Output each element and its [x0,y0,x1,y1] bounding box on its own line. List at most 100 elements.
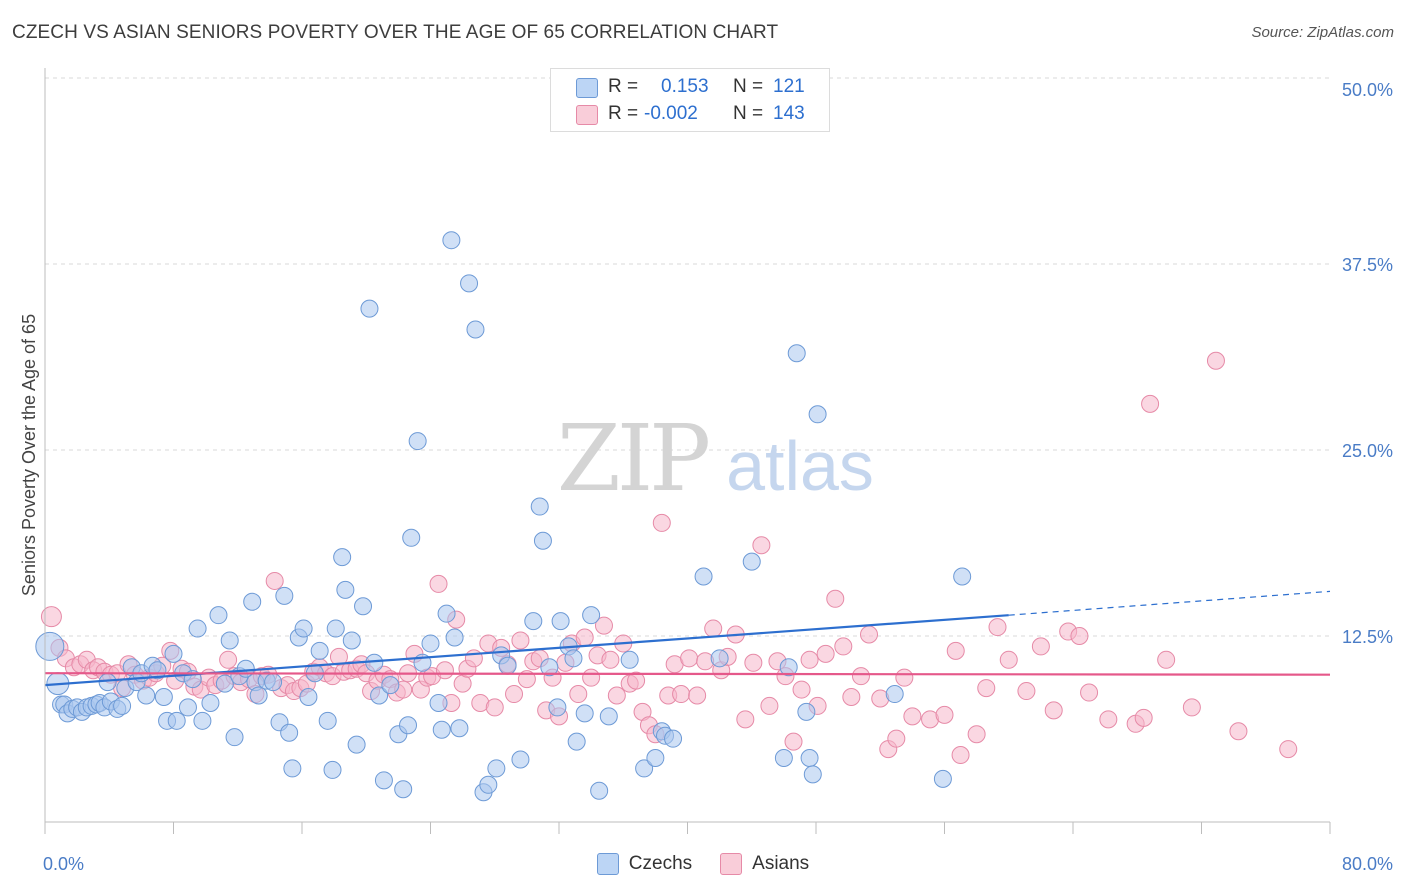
y-tick-label: 12.5% [1342,627,1393,647]
asians-point [219,650,238,669]
source-label: Source: ZipAtlas.com [1251,24,1394,41]
czechs-point [35,631,65,661]
czechs-point [885,685,904,704]
legend-item-czechs: Czechs [596,853,692,875]
asians-point [1141,394,1160,413]
asians-point [485,698,504,717]
czechs-swatch [576,78,598,98]
czechs-point [283,759,302,778]
asians-point [800,650,819,669]
watermark: ZIP atlas [557,405,874,512]
czechs-point [243,592,262,611]
czechs-point [432,720,451,739]
asians-point [851,667,870,686]
asians-point [752,536,771,555]
asians-point [760,696,779,715]
czechs-point [360,299,379,318]
y-axis-label: Seniors Poverty Over the Age of 65 [19,314,39,596]
asians-point [435,661,454,680]
asians-point [816,644,835,663]
legend-item-asians: Asians [720,853,809,875]
r-label: R = [608,76,639,97]
czechs-point [299,688,318,707]
asians-point [511,631,530,650]
czechs-point [575,704,594,723]
asians-point [627,671,646,690]
czechs-point [394,780,413,799]
legend-row-czechs: R = 0.153 N = 121 [551,73,829,101]
czechs-point [742,552,761,571]
czechs-point [599,707,618,726]
czechs-point [249,686,268,705]
asians-point [704,619,723,638]
asians-point [951,746,970,765]
czechs-point [779,658,798,677]
asians-point [834,637,853,656]
asians-point [842,688,861,707]
asians-trend-line [44,672,1331,676]
czechs-point [466,320,485,339]
asians-point [1157,650,1176,669]
asians-point [977,679,996,698]
czechs-point [548,698,567,717]
r-value: -0.002 [644,103,698,124]
czechs-point [646,749,665,768]
czechs-point [294,619,313,638]
czechs-point [620,650,639,669]
czechs-point [533,531,552,550]
czechs-point [347,735,366,754]
asians-point [946,641,965,660]
asians-point [652,513,671,532]
czechs-point [787,344,806,363]
asians-point [744,653,763,672]
asians-point [1279,740,1298,759]
asians-point [826,589,845,608]
czechs-point [399,716,418,735]
czechs-point [275,586,294,605]
czechs-point [437,604,456,623]
czechs-point [551,612,570,631]
czechs-point [326,619,345,638]
asians-point [1099,710,1118,729]
czechs-point [201,693,220,712]
asians-point [1017,682,1036,701]
watermark-atlas: atlas [726,427,874,505]
y-tick-label: 37.5% [1342,255,1393,275]
czechs-point [164,644,183,663]
asians-point [688,686,707,705]
r-label: R = [608,103,639,124]
czechs-point [178,698,197,717]
czechs-point [264,673,283,692]
czechs-point [540,658,559,677]
asians-point [1070,627,1089,645]
czechs-point [280,723,299,742]
czechs-point [590,781,609,800]
czechs-point [318,711,337,730]
czechs-point [803,765,822,784]
asians-point [607,686,626,705]
czechs-point [564,649,583,668]
y-tick-label: 25.0% [1342,441,1393,461]
asians-point [736,710,755,729]
czechs-legend-swatch [596,853,619,875]
czechs-point [797,702,816,721]
asians-point [582,668,601,687]
asians-point [903,707,922,726]
n-label: N = [733,76,764,97]
czechs-point [333,548,352,567]
asians-swatch [576,105,598,125]
czechs-point [342,631,361,650]
czechs-point [225,728,244,747]
asians-point [575,628,594,647]
asians-point [517,670,536,689]
trend-lines [44,590,1331,687]
n-value: 143 [773,103,805,124]
asians-point [1044,701,1063,720]
asians-point [1206,351,1225,370]
czechs-point [710,649,729,668]
czechs-point [498,656,517,675]
czechs-point [310,641,329,660]
czechs-point [408,432,427,451]
czechs-point [188,619,207,638]
